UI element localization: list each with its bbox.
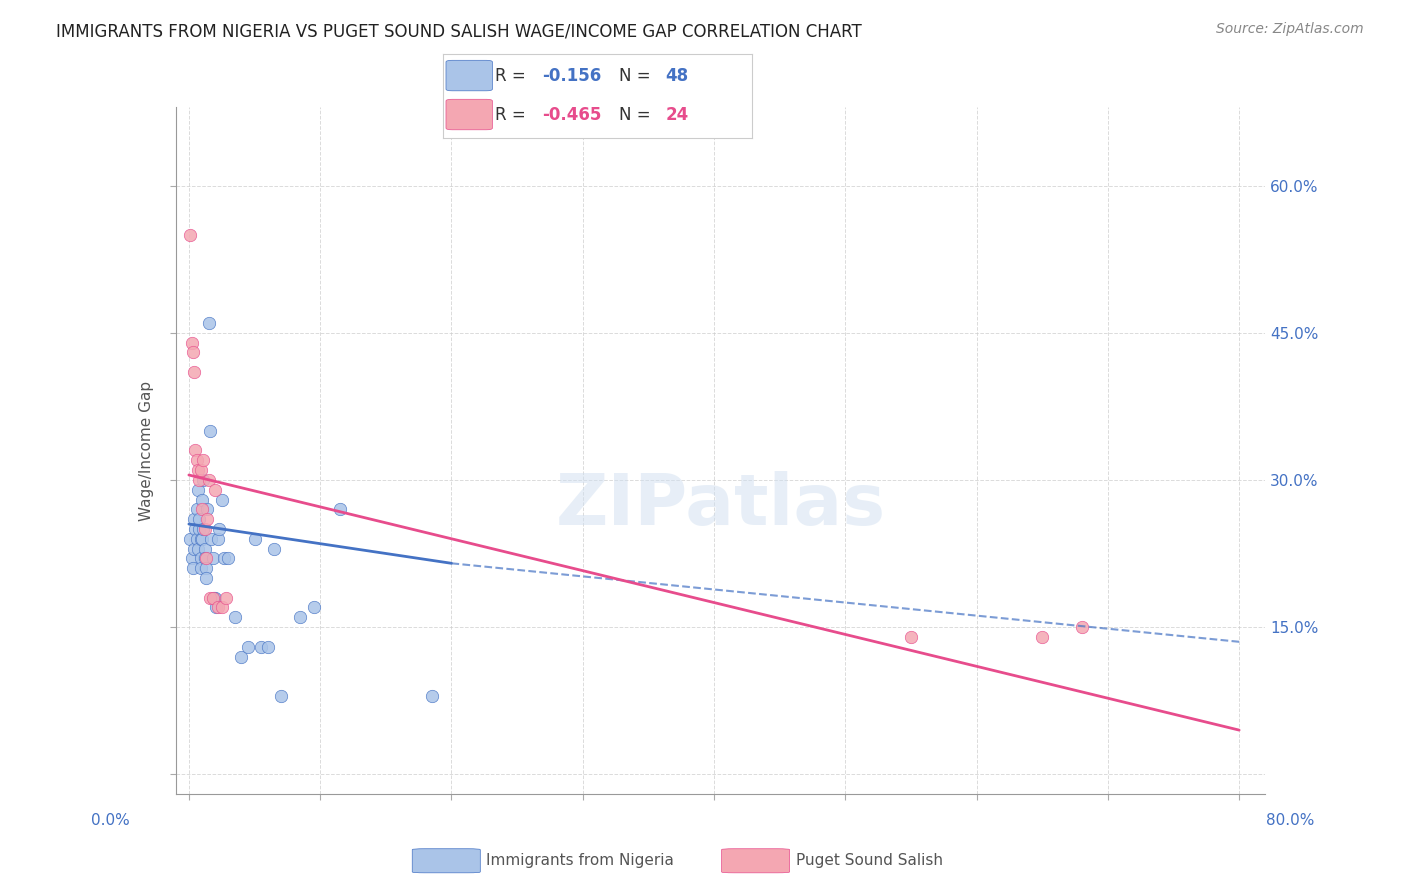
Point: [179, 227, 201, 242]
Point: [191, 492, 214, 507]
Point: [198, 591, 221, 605]
Point: [420, 689, 443, 703]
Point: [201, 591, 224, 605]
Point: [180, 335, 202, 350]
Point: [184, 522, 207, 536]
FancyBboxPatch shape: [721, 849, 790, 872]
Point: [290, 610, 312, 624]
Text: -0.156: -0.156: [541, 67, 602, 85]
Point: [270, 689, 292, 703]
Text: ZIPatlas: ZIPatlas: [555, 471, 886, 540]
Text: Puget Sound Salish: Puget Sound Salish: [796, 854, 943, 868]
Point: [183, 541, 205, 556]
Text: IMMIGRANTS FROM NIGERIA VS PUGET SOUND SALISH WAGE/INCOME GAP CORRELATION CHART: IMMIGRANTS FROM NIGERIA VS PUGET SOUND S…: [56, 22, 862, 40]
Point: [193, 453, 215, 467]
Text: Immigrants from Nigeria: Immigrants from Nigeria: [486, 854, 675, 868]
Point: [194, 551, 217, 566]
Point: [193, 473, 215, 487]
Point: [186, 502, 208, 516]
Point: [194, 561, 217, 575]
Point: [250, 640, 273, 654]
Text: 48: 48: [665, 67, 689, 85]
Text: N =: N =: [619, 67, 657, 85]
Point: [302, 600, 325, 615]
Point: [188, 512, 211, 526]
Point: [191, 532, 214, 546]
Point: [204, 483, 226, 497]
FancyBboxPatch shape: [412, 849, 481, 872]
Point: [194, 522, 217, 536]
Point: [211, 492, 233, 507]
Text: 80.0%: 80.0%: [1267, 814, 1315, 828]
Point: [190, 532, 212, 546]
Point: [181, 345, 204, 359]
Point: [211, 600, 233, 615]
Point: [231, 649, 253, 664]
Text: R =: R =: [495, 67, 531, 85]
Point: [217, 551, 239, 566]
Point: [180, 551, 202, 566]
Point: [193, 522, 215, 536]
Point: [183, 365, 205, 379]
Point: [186, 453, 208, 467]
Point: [187, 483, 209, 497]
Point: [1031, 630, 1053, 644]
Point: [202, 591, 225, 605]
Point: [200, 532, 222, 546]
Point: [179, 532, 201, 546]
Point: [190, 551, 212, 566]
Point: [243, 532, 266, 546]
Point: [194, 541, 217, 556]
Point: [195, 512, 218, 526]
Point: [191, 502, 214, 516]
Point: [208, 522, 231, 536]
Point: [183, 512, 205, 526]
Point: [187, 463, 209, 477]
Text: Source: ZipAtlas.com: Source: ZipAtlas.com: [1216, 22, 1364, 37]
Point: [204, 591, 226, 605]
FancyBboxPatch shape: [446, 99, 492, 130]
Point: [1070, 620, 1092, 634]
Point: [186, 532, 208, 546]
Text: 0.0%: 0.0%: [91, 814, 131, 828]
Point: [214, 551, 236, 566]
Point: [197, 473, 219, 487]
Point: [329, 502, 352, 516]
Y-axis label: Wage/Income Gap: Wage/Income Gap: [139, 380, 155, 521]
Point: [236, 640, 259, 654]
Point: [188, 522, 211, 536]
Point: [207, 532, 229, 546]
Point: [263, 541, 285, 556]
Point: [201, 551, 224, 566]
Point: [224, 610, 246, 624]
Point: [207, 600, 229, 615]
Point: [188, 473, 211, 487]
Text: 24: 24: [665, 105, 689, 123]
Point: [194, 551, 217, 566]
Point: [194, 571, 217, 585]
Text: R =: R =: [495, 105, 531, 123]
Point: [214, 591, 236, 605]
Point: [197, 316, 219, 330]
Point: [198, 424, 221, 438]
Point: [190, 463, 212, 477]
Point: [205, 600, 228, 615]
Point: [190, 561, 212, 575]
Point: [195, 502, 218, 516]
Point: [181, 561, 204, 575]
Point: [900, 630, 922, 644]
Point: [184, 443, 207, 458]
Text: -0.465: -0.465: [541, 105, 602, 123]
Point: [187, 541, 209, 556]
Text: N =: N =: [619, 105, 657, 123]
FancyBboxPatch shape: [446, 61, 492, 91]
Point: [256, 640, 278, 654]
